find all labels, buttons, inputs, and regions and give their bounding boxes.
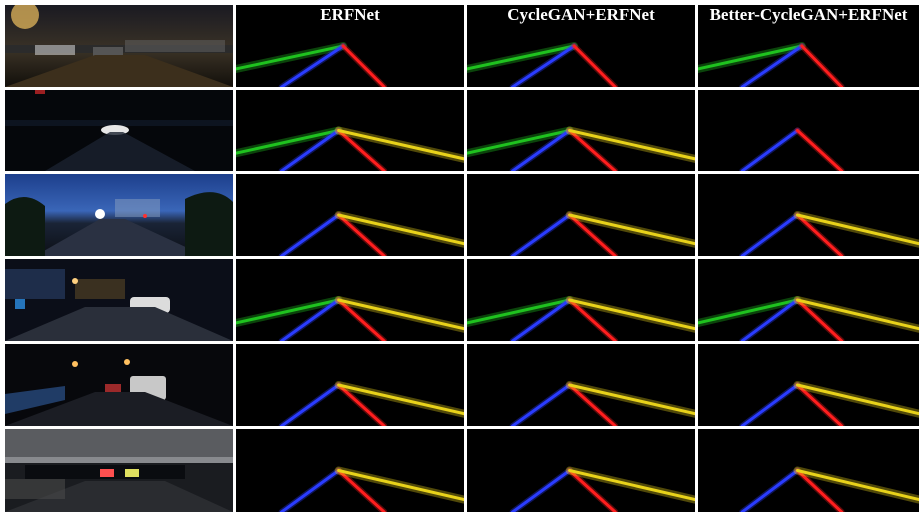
lane-line-red [337,383,386,426]
lane-line-red [337,213,386,256]
column-header: ERFNet [320,5,380,24]
lane-line-yellow [568,213,695,246]
input-photo-row-2 [5,90,233,171]
lane-line-red [568,213,617,256]
lane-line-yellow [337,383,464,416]
lane-prediction-r5-c2 [467,344,695,426]
lane-line-green [698,44,804,71]
input-photo-row-5 [5,344,233,426]
lane-line-red [795,383,844,426]
lane-prediction-r1-c3 [698,5,919,87]
lane-line-yellow [568,298,695,331]
lane-line-yellow [337,469,464,502]
lane-prediction-r6-c3 [698,429,919,512]
lane-line-yellow [795,383,919,416]
lane-line-blue [511,129,572,171]
lane-line-blue [740,469,799,512]
header-erfnet: ERFNet [236,5,464,29]
lane-line-green [236,44,345,71]
lane-line-blue [511,44,576,87]
lane-line-green [467,129,572,155]
lane-line-yellow [337,213,464,246]
lane-line-red [341,44,386,87]
lane-line-blue [511,298,572,341]
lane-line-blue [511,469,572,512]
lane-line-blue [740,298,799,341]
lane-line-blue [280,213,341,256]
lane-prediction-r3-c3 [698,174,919,256]
lane-line-red [568,298,617,341]
lane-line-red [800,44,844,87]
lane-line-blue [280,44,345,87]
lane-prediction-r3-c1 [236,174,464,256]
lane-prediction-r4-c3 [698,259,919,341]
lane-line-red [568,129,617,171]
lane-line-red [337,298,386,341]
lane-line-red [568,469,617,512]
lane-line-yellow [568,469,695,502]
lane-prediction-r3-c2 [467,174,695,256]
lane-line-green [236,129,341,155]
header-better-cyclegan-erfnet: Better-CycleGAN+ERFNet [698,5,919,29]
header-cyclegan-erfnet: CycleGAN+ERFNet [467,5,695,29]
lane-line-red [337,469,386,512]
lane-line-blue [280,383,341,426]
lane-line-green [467,44,576,71]
lane-line-yellow [337,129,464,161]
input-photo-row-6 [5,429,233,512]
column-header: Better-CycleGAN+ERFNet [709,5,908,24]
input-photo-row-3 [5,174,233,256]
lane-prediction-r6-c2 [467,429,695,512]
lane-prediction-r1-c1 [236,5,464,87]
lane-prediction-r2-c1 [236,90,464,171]
lane-line-green [236,298,341,325]
lane-line-blue [740,213,799,256]
lane-line-yellow [337,298,464,331]
lane-prediction-r2-c2 [467,90,695,171]
lane-line-blue [280,469,341,512]
lane-line-blue [511,213,572,256]
lane-prediction-r2-c3 [698,90,919,171]
lane-line-blue [511,383,572,426]
lane-line-yellow [795,469,919,502]
lane-line-blue [280,298,341,341]
lane-line-red [795,129,844,171]
lane-line-yellow [568,383,695,416]
lane-line-yellow [795,213,919,246]
lane-line-green [698,298,799,325]
lane-prediction-r5-c3 [698,344,919,426]
lane-prediction-r1-c2 [467,5,695,87]
column-header: CycleGAN+ERFNet [507,5,655,24]
lane-line-blue [740,383,799,426]
lane-prediction-r4-c1 [236,259,464,341]
lane-line-blue [740,44,804,87]
input-photo-row-4 [5,259,233,341]
input-photo-row-1 [5,5,233,87]
lane-line-blue [740,129,799,171]
lane-line-red [795,469,844,512]
lane-line-green [467,298,572,325]
lane-prediction-r4-c2 [467,259,695,341]
lane-line-red [572,44,617,87]
lane-line-red [795,298,844,341]
lane-prediction-r5-c1 [236,344,464,426]
lane-line-red [337,129,386,171]
lane-prediction-r6-c1 [236,429,464,512]
lane-line-red [795,213,844,256]
lane-line-yellow [795,298,919,331]
lane-line-red [568,383,617,426]
lane-line-blue [280,129,341,171]
lane-line-yellow [568,129,695,161]
